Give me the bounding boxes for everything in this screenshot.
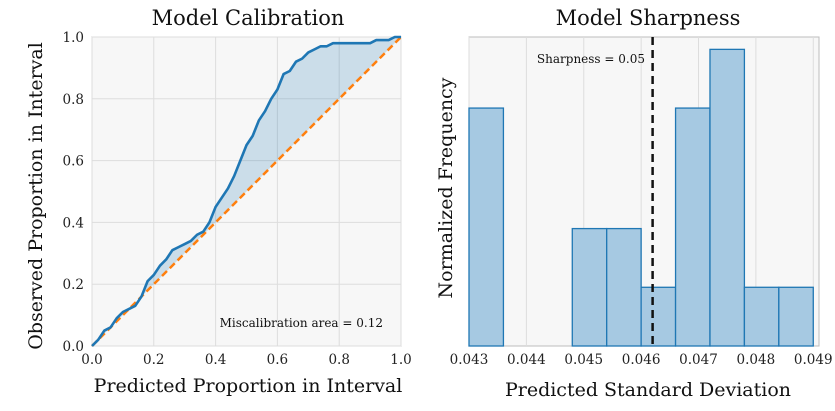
miscalibration-area (92, 37, 401, 346)
calibration-y-tick-label: 0.0 (63, 339, 84, 355)
sharpness-annotation: Sharpness = 0.05 (537, 52, 645, 66)
histogram-bar (606, 227, 642, 347)
calibration-y-tick-label: 0.2 (63, 277, 84, 293)
sharpness-x-tick-label: 0.048 (737, 352, 776, 368)
calibration-curve (91, 35, 401, 347)
calibration-x-label: Predicted Proportion in Interval (94, 375, 403, 397)
sharpness-x-tick-label: 0.047 (679, 352, 718, 368)
sharpness-x-tick-label: 0.045 (564, 352, 603, 368)
calibration-title: Model Calibration (152, 6, 345, 30)
histogram-bar (468, 107, 505, 347)
sharpness-bars (468, 48, 814, 347)
sharpness-title: Model Sharpness (556, 6, 741, 30)
histogram-bar (571, 227, 608, 347)
calibration-y-ticks: 0.0 0.2 0.4 0.6 0.8 1.0 (63, 30, 84, 355)
sharpness-x-label: Predicted Standard Deviation (505, 379, 791, 401)
calibration-x-tick-label: 1.0 (390, 352, 411, 368)
histogram-bar (674, 107, 711, 347)
calibration-series (91, 35, 402, 347)
calibration-x-tick-label: 0.2 (143, 352, 164, 368)
calibration-y-label: Observed Proportion in Interval (25, 42, 47, 350)
sharpness-y-label: Normalized Frequency (435, 77, 457, 298)
calibration-y-tick-label: 1.0 (63, 30, 84, 46)
calibration-chart: 0.0 0.2 0.4 0.6 0.8 1.0 0.0 0.2 0.4 0.6 0.8 1.0 Mo… (25, 6, 412, 397)
calibration-x-ticks: 0.0 0.2 0.4 0.6 0.8 1.0 (81, 352, 411, 368)
sharpness-x-tick-label: 0.044 (507, 352, 546, 368)
calibration-y-tick-label: 0.8 (63, 92, 84, 108)
histogram-bar (743, 286, 780, 347)
calibration-y-tick-label: 0.6 (63, 154, 84, 170)
sharpness-x-ticks: 0.043 0.044 0.045 0.046 0.047 0.048 0.049 (450, 352, 833, 368)
calibration-y-tick-label: 0.4 (63, 215, 84, 231)
calibration-x-tick-label: 0.6 (267, 352, 288, 368)
sharpness-chart: 0.043 0.044 0.045 0.046 0.047 0.048 0.049 Mode… (435, 6, 833, 401)
calibration-x-tick-label: 0.8 (328, 352, 349, 368)
sharpness-x-tick-label: 0.043 (450, 352, 489, 368)
miscalibration-annotation: Miscalibration area = 0.12 (220, 316, 383, 330)
sharpness-x-tick-label: 0.046 (622, 352, 661, 368)
histogram-bar (640, 286, 677, 347)
histogram-bar (778, 286, 814, 347)
calibration-grid (91, 36, 402, 347)
sharpness-x-tick-label: 0.049 (794, 352, 833, 368)
calibration-x-tick-label: 0.4 (205, 352, 226, 368)
histogram-bar (709, 48, 746, 347)
calibration-x-tick-label: 0.0 (81, 352, 102, 368)
calibration-fill-area (92, 37, 401, 346)
